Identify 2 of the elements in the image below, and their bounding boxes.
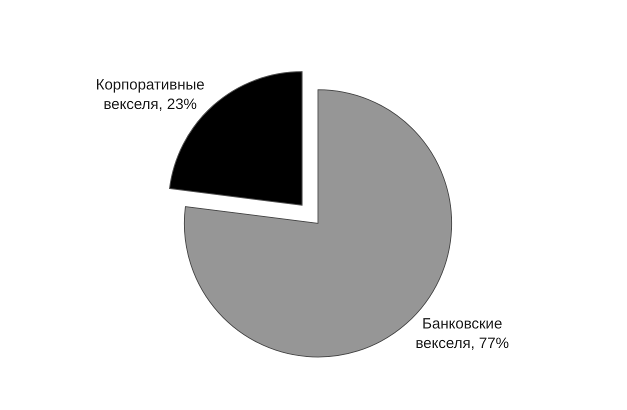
slice-label: Банковские векселя, 77% bbox=[415, 316, 509, 352]
slice-label: Корпоративные векселя, 23% bbox=[96, 76, 205, 114]
